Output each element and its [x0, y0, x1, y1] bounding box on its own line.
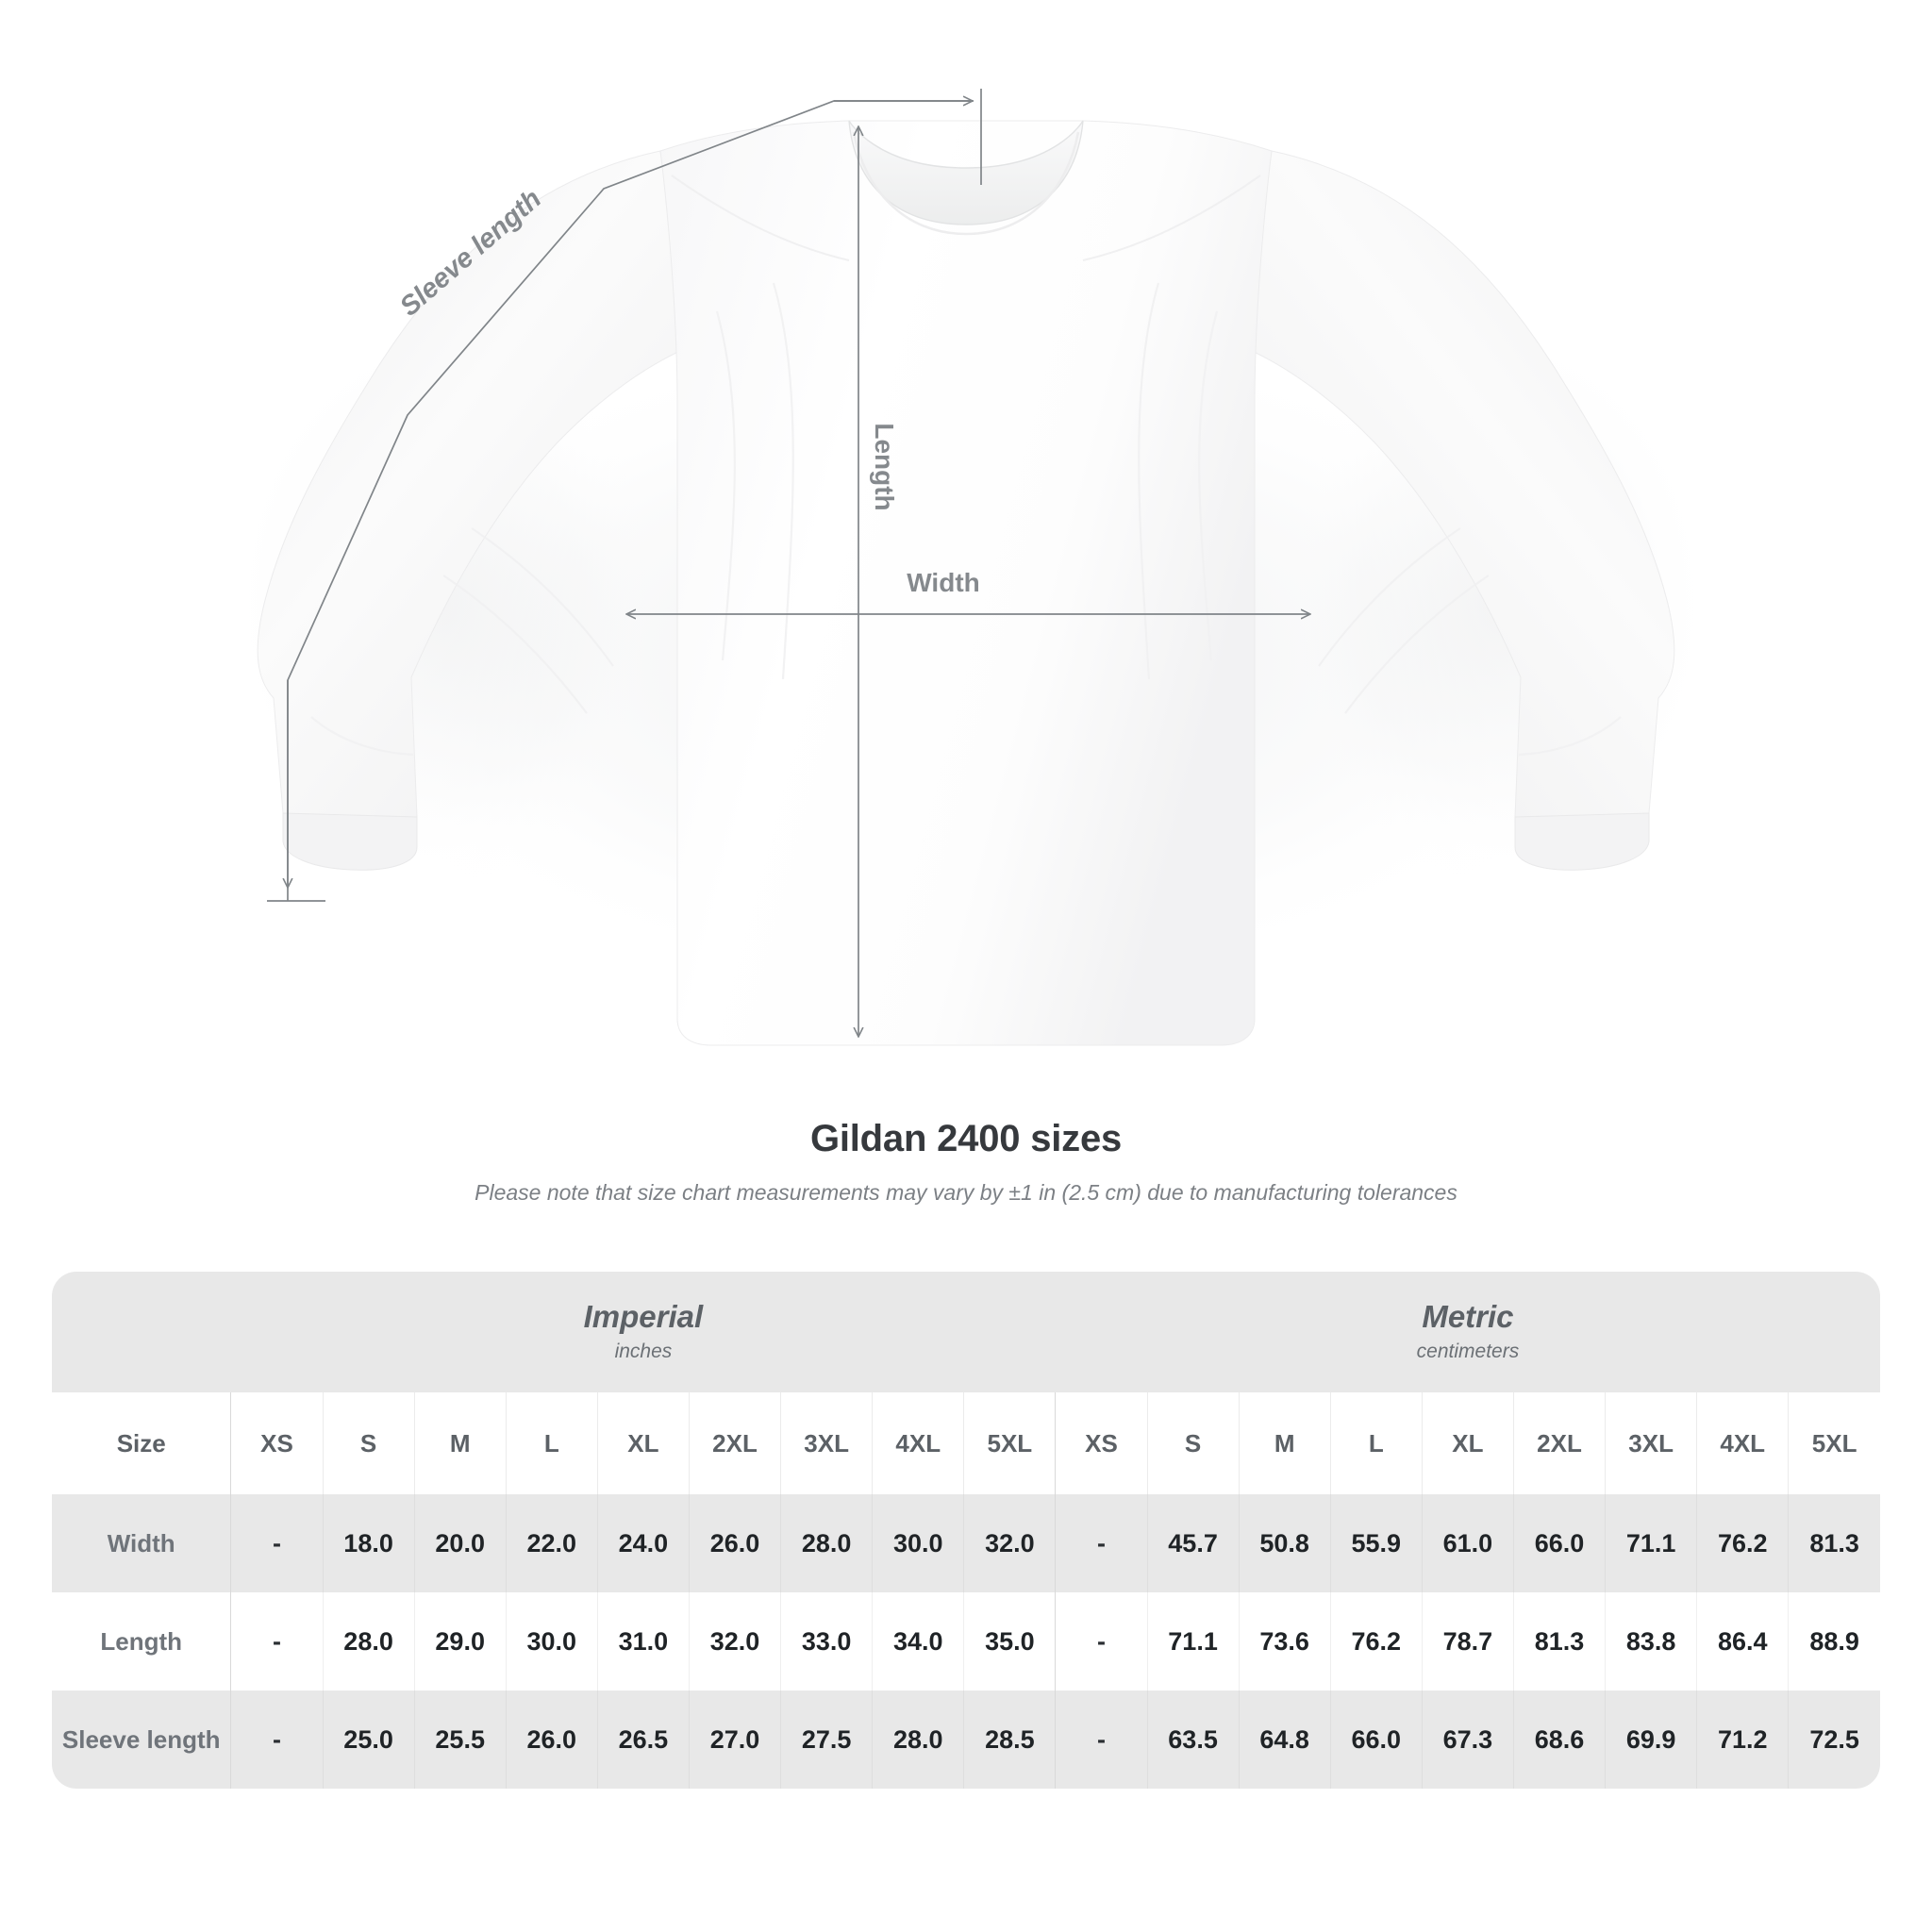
- cell-length-xs-imperial: -: [230, 1592, 324, 1690]
- cell-width-4xl-metric: 76.2: [1696, 1494, 1789, 1592]
- cell-sleeve-length-xl-imperial: 26.5: [596, 1690, 690, 1789]
- size-header-4xl-metric: 4XL: [1696, 1392, 1789, 1494]
- size-header-s-imperial: S: [322, 1392, 415, 1494]
- size-header-xs-metric: XS: [1055, 1392, 1148, 1494]
- cell-sleeve-length-2xl-imperial: 27.0: [688, 1690, 781, 1789]
- unit-header-row: Imperial inches Metric centimeters: [52, 1272, 1880, 1392]
- cell-length-xl-metric: 78.7: [1421, 1592, 1514, 1690]
- measurement-lines: [267, 89, 1309, 1036]
- cell-width-l-metric: 55.9: [1329, 1494, 1423, 1592]
- width-label: Width: [907, 568, 980, 597]
- table-row: Length -28.0 29.0 30.0 31.0 32.0 33.0 34.0 35.0-…: [52, 1592, 1880, 1690]
- cell-width-l-imperial: 22.0: [505, 1494, 598, 1592]
- cell-width-5xl-imperial: 32.0: [963, 1494, 1056, 1592]
- cell-length-m-metric: 73.6: [1238, 1592, 1331, 1690]
- cell-length-m-imperial: 29.0: [413, 1592, 507, 1690]
- cell-length-l-metric: 76.2: [1329, 1592, 1423, 1690]
- cell-sleeve-length-5xl-metric: 72.5: [1788, 1690, 1880, 1789]
- size-column-header: Size: [52, 1392, 231, 1494]
- table-corner-cell: [52, 1272, 231, 1392]
- unit-subtitle: centimeters: [1416, 1341, 1520, 1363]
- cell-length-2xl-imperial: 32.0: [688, 1592, 781, 1690]
- size-header-l-imperial: L: [505, 1392, 598, 1494]
- size-header-2xl-metric: 2XL: [1512, 1392, 1606, 1494]
- title-block: Gildan 2400 sizes Please note that size …: [0, 1118, 1932, 1206]
- cell-sleeve-length-3xl-metric: 69.9: [1605, 1690, 1697, 1789]
- row-label-width: Width: [52, 1494, 231, 1592]
- cell-length-3xl-imperial: 33.0: [780, 1592, 873, 1690]
- size-table: Imperial inches Metric centimeters Size XS S M L…: [52, 1272, 1880, 1789]
- garment-diagram: Sleeve length Length Width: [226, 89, 1717, 1046]
- length-label: Length: [870, 423, 899, 510]
- cell-width-xl-imperial: 24.0: [596, 1494, 690, 1592]
- size-header-5xl-metric: 5XL: [1788, 1392, 1880, 1494]
- cell-length-2xl-metric: 81.3: [1512, 1592, 1606, 1690]
- size-header-4xl-imperial: 4XL: [872, 1392, 964, 1494]
- size-header-s-metric: S: [1146, 1392, 1240, 1494]
- size-header-row: Size XS S M L XL 2XL 3XL 4XL 5XL XS S M L XL 2XL 3XL 4XL 5…: [52, 1392, 1880, 1494]
- cell-length-s-imperial: 28.0: [322, 1592, 415, 1690]
- cell-width-xl-metric: 61.0: [1421, 1494, 1514, 1592]
- cell-width-s-imperial: 18.0: [322, 1494, 415, 1592]
- unit-name: Imperial: [583, 1298, 704, 1334]
- cell-width-3xl-imperial: 28.0: [780, 1494, 873, 1592]
- tolerance-note: Please note that size chart measurements…: [475, 1180, 1457, 1205]
- cell-length-4xl-imperial: 34.0: [872, 1592, 964, 1690]
- cell-width-2xl-metric: 66.0: [1512, 1494, 1606, 1592]
- cell-sleeve-length-4xl-imperial: 28.0: [872, 1690, 964, 1789]
- cell-sleeve-length-5xl-imperial: 28.5: [963, 1690, 1056, 1789]
- cell-width-m-imperial: 20.0: [413, 1494, 507, 1592]
- cell-sleeve-length-3xl-imperial: 27.5: [780, 1690, 873, 1789]
- size-header-m-imperial: M: [413, 1392, 507, 1494]
- cell-length-s-metric: 71.1: [1146, 1592, 1240, 1690]
- page-title: Gildan 2400 sizes: [809, 1118, 1123, 1159]
- cell-width-5xl-metric: 81.3: [1788, 1494, 1880, 1592]
- cell-width-s-metric: 45.7: [1146, 1494, 1240, 1592]
- cell-sleeve-length-l-metric: 66.0: [1329, 1690, 1423, 1789]
- cell-sleeve-length-l-imperial: 26.0: [505, 1690, 598, 1789]
- table-row: Sleeve length -25.0 25.5 26.0 26.5 27.0 27.5 28…: [52, 1690, 1880, 1789]
- size-header-l-metric: L: [1329, 1392, 1423, 1494]
- table-row: Width -18.0 20.0 22.0 24.0 26.0 28.0 30.0 32.0-4…: [52, 1494, 1880, 1592]
- size-header-xl-metric: XL: [1421, 1392, 1514, 1494]
- cell-sleeve-length-xs-imperial: -: [230, 1690, 324, 1789]
- size-header-xs-imperial: XS: [230, 1392, 324, 1494]
- size-header-3xl-imperial: 3XL: [780, 1392, 873, 1494]
- size-header-m-metric: M: [1238, 1392, 1331, 1494]
- size-header-2xl-imperial: 2XL: [688, 1392, 781, 1494]
- cell-length-xs-metric: -: [1055, 1592, 1148, 1690]
- cell-width-2xl-imperial: 26.0: [688, 1494, 781, 1592]
- cell-length-5xl-metric: 88.9: [1788, 1592, 1880, 1690]
- cell-sleeve-length-m-metric: 64.8: [1238, 1690, 1331, 1789]
- unit-header-metric: Metric centimeters: [1055, 1272, 1880, 1392]
- cell-length-5xl-imperial: 35.0: [963, 1592, 1056, 1690]
- cell-sleeve-length-s-metric: 63.5: [1146, 1690, 1240, 1789]
- cell-width-xs-imperial: -: [230, 1494, 324, 1592]
- cell-width-m-metric: 50.8: [1238, 1494, 1331, 1592]
- cell-sleeve-length-xl-metric: 67.3: [1421, 1690, 1514, 1789]
- size-header-xl-imperial: XL: [596, 1392, 690, 1494]
- cell-length-4xl-metric: 86.4: [1696, 1592, 1789, 1690]
- cell-length-xl-imperial: 31.0: [596, 1592, 690, 1690]
- size-header-5xl-imperial: 5XL: [963, 1392, 1056, 1494]
- cell-length-3xl-metric: 83.8: [1605, 1592, 1697, 1690]
- size-header-3xl-metric: 3XL: [1605, 1392, 1697, 1494]
- cell-length-l-imperial: 30.0: [505, 1592, 598, 1690]
- cell-sleeve-length-2xl-metric: 68.6: [1512, 1690, 1606, 1789]
- unit-header-imperial: Imperial inches: [230, 1272, 1056, 1392]
- unit-name: Metric: [1422, 1298, 1514, 1334]
- cell-width-xs-metric: -: [1055, 1494, 1148, 1592]
- row-label-sleeve-length: Sleeve length: [52, 1690, 231, 1789]
- cell-sleeve-length-4xl-metric: 71.2: [1696, 1690, 1789, 1789]
- garment-shape: [257, 120, 1675, 1046]
- cell-sleeve-length-s-imperial: 25.0: [322, 1690, 415, 1789]
- cell-sleeve-length-m-imperial: 25.5: [413, 1690, 507, 1789]
- unit-subtitle: inches: [614, 1341, 673, 1363]
- row-label-length: Length: [100, 1626, 183, 1656]
- size-table-wrapper: Imperial inches Metric centimeters Size XS S M L…: [52, 1272, 1880, 1789]
- cell-width-4xl-imperial: 30.0: [872, 1494, 964, 1592]
- cell-sleeve-length-xs-metric: -: [1055, 1690, 1148, 1789]
- cell-width-3xl-metric: 71.1: [1605, 1494, 1697, 1592]
